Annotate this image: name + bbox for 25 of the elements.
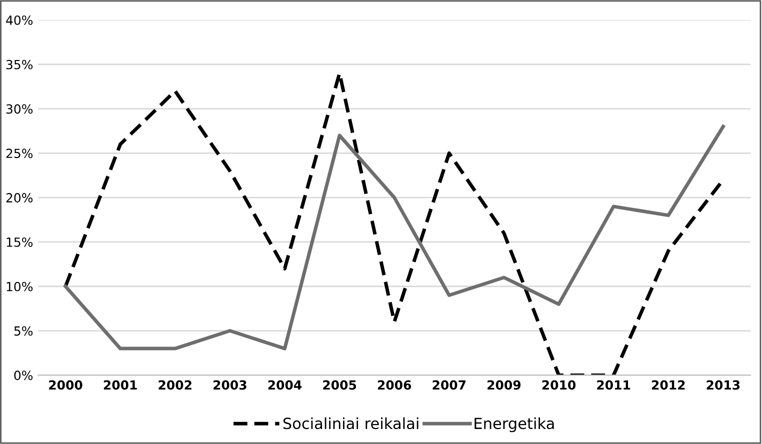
y-tick-label: 20% — [6, 193, 33, 203]
x-tick-label: 2011 — [597, 380, 630, 390]
y-tick-label: 5% — [14, 326, 33, 336]
x-tick-label: 2007 — [432, 380, 466, 390]
y-tick-label: 10% — [6, 282, 33, 292]
y-tick-label: 40% — [6, 15, 33, 25]
x-tick-label: 2012 — [652, 380, 685, 390]
x-tick-label: 2001 — [104, 380, 137, 390]
x-tick-label: 2013 — [706, 380, 740, 390]
y-tick-label: 35% — [6, 60, 33, 70]
x-tick-label: 2000 — [49, 380, 82, 390]
y-tick-label: 30% — [6, 104, 33, 114]
x-tick-label: 2003 — [214, 380, 246, 390]
x-tick-label: 2010 — [542, 380, 576, 390]
line-series — [64, 124, 725, 350]
x-tick-label: 2004 — [268, 380, 302, 390]
x-tick-label: 2002 — [158, 380, 192, 390]
x-tick-label: 2009 — [488, 380, 521, 390]
y-tick-label: 0% — [14, 370, 33, 380]
y-tick-label: 25% — [6, 148, 33, 158]
x-tick-label: 2006 — [378, 380, 412, 390]
legend-label: Energetika — [474, 417, 554, 432]
y-tick-label: 15% — [6, 237, 33, 247]
x-tick-label: 2005 — [323, 380, 356, 390]
legend-label: Socialiniai reikalai — [283, 417, 418, 430]
